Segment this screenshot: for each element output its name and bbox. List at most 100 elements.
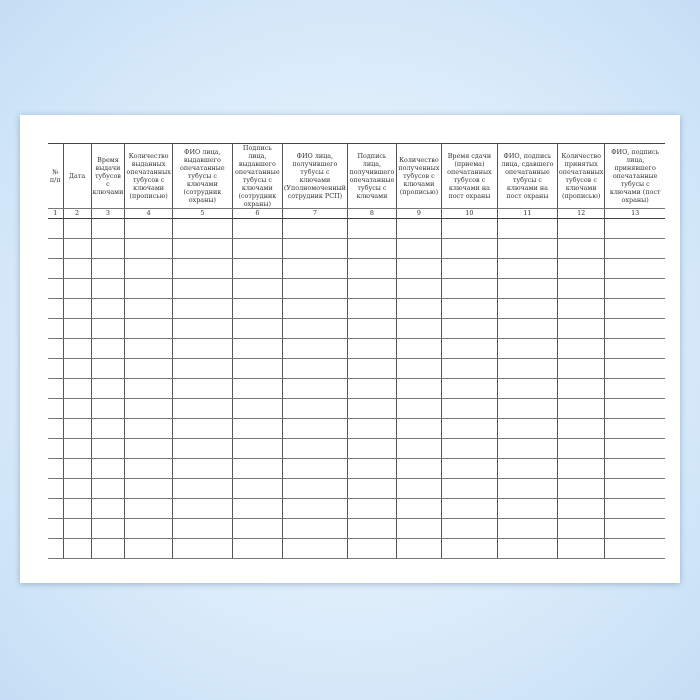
empty-cell (124, 438, 173, 459)
empty-cell (62, 438, 92, 459)
empty-cell (556, 418, 606, 439)
column-header: ФИО лица, выдавшего опечатанные тубусы с… (171, 143, 233, 209)
empty-cell (281, 518, 348, 539)
empty-cell (171, 498, 233, 519)
empty-cell (90, 218, 126, 239)
column-header: Подпись лица, получившего опечатанные ту… (346, 143, 397, 209)
empty-cell (90, 418, 126, 439)
empty-cell (346, 378, 397, 399)
empty-cell (62, 338, 92, 359)
column-number: 12 (556, 208, 606, 219)
empty-cell (496, 258, 558, 279)
empty-cell (90, 258, 126, 279)
empty-cell (90, 378, 126, 399)
empty-cell (171, 478, 233, 499)
empty-cell (440, 318, 498, 339)
empty-cell (346, 318, 397, 339)
key-tube-log-table: № п/п Дата Время выдачи тубусов с ключами К… (48, 143, 665, 559)
empty-cell (440, 398, 498, 419)
empty-cell (604, 258, 665, 279)
empty-cell (48, 358, 64, 379)
empty-cell (395, 398, 442, 419)
column-number: 3 (90, 208, 126, 219)
empty-cell (62, 358, 92, 379)
empty-cell (604, 358, 665, 379)
empty-cell (496, 398, 558, 419)
table-row (48, 518, 665, 539)
empty-cell (90, 298, 126, 319)
empty-cell (556, 458, 606, 479)
table-row (48, 298, 665, 319)
empty-cell (48, 338, 64, 359)
empty-cell (48, 238, 64, 259)
empty-cell (124, 278, 173, 299)
empty-cell (231, 338, 283, 359)
empty-cell (496, 458, 558, 479)
empty-cell (395, 278, 442, 299)
empty-cell (171, 438, 233, 459)
empty-cell (346, 358, 397, 379)
column-header: Количество принятых опечатанных тубусов … (556, 143, 606, 209)
empty-cell (496, 338, 558, 359)
empty-cell (171, 258, 233, 279)
empty-cell (171, 418, 233, 439)
empty-cell (281, 498, 348, 519)
empty-cell (440, 438, 498, 459)
empty-cell (604, 518, 665, 539)
column-number: 9 (395, 208, 442, 219)
table-row (48, 358, 665, 379)
empty-cell (556, 238, 606, 259)
empty-cell (48, 398, 64, 419)
empty-cell (395, 318, 442, 339)
column-header: № п/п (48, 143, 64, 209)
empty-cell (62, 478, 92, 499)
empty-cell (440, 518, 498, 539)
empty-cell (556, 478, 606, 499)
empty-cell (395, 438, 442, 459)
empty-cell (62, 378, 92, 399)
column-number-row: 1 2 3 4 5 6 7 8 9 10 11 12 13 (48, 208, 665, 219)
empty-cell (496, 498, 558, 519)
empty-cell (281, 298, 348, 319)
empty-cell (281, 538, 348, 559)
empty-cell (281, 458, 348, 479)
empty-cell (604, 318, 665, 339)
column-number: 11 (496, 208, 558, 219)
empty-cell (556, 218, 606, 239)
empty-cell (346, 478, 397, 499)
table-row (48, 258, 665, 279)
empty-cell (231, 398, 283, 419)
empty-cell (604, 238, 665, 259)
column-number: 13 (604, 208, 665, 219)
empty-cell (62, 398, 92, 419)
empty-cell (124, 258, 173, 279)
empty-cell (346, 518, 397, 539)
empty-cell (346, 418, 397, 439)
empty-cell (171, 398, 233, 419)
column-header: Количество выданных опечатанных тубусов … (124, 143, 173, 209)
empty-cell (496, 438, 558, 459)
empty-cell (346, 298, 397, 319)
empty-cell (496, 298, 558, 319)
empty-cell (48, 478, 64, 499)
empty-cell (48, 218, 64, 239)
empty-cell (604, 438, 665, 459)
header-row: № п/п Дата Время выдачи тубусов с ключами К… (48, 143, 665, 209)
empty-cell (496, 538, 558, 559)
empty-cell (556, 298, 606, 319)
empty-cell (124, 478, 173, 499)
table-row (48, 318, 665, 339)
empty-cell (48, 458, 64, 479)
empty-cell (124, 498, 173, 519)
empty-cell (440, 458, 498, 479)
empty-cell (440, 538, 498, 559)
empty-cell (604, 218, 665, 239)
empty-cell (124, 458, 173, 479)
empty-cell (604, 418, 665, 439)
empty-cell (440, 238, 498, 259)
empty-cell (281, 378, 348, 399)
column-number: 2 (62, 208, 92, 219)
empty-cell (90, 458, 126, 479)
empty-cell (124, 318, 173, 339)
empty-cell (604, 298, 665, 319)
